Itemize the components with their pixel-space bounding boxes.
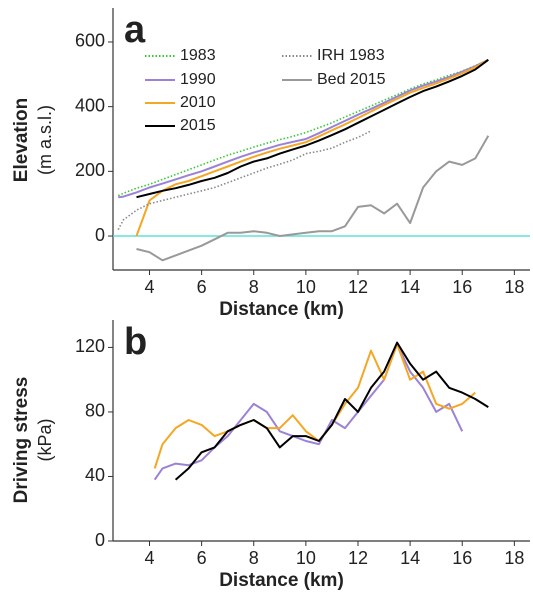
series-line bbox=[135, 58, 489, 237]
x-tick-label: 6 bbox=[197, 548, 207, 568]
series-line bbox=[153, 343, 464, 481]
series-line bbox=[118, 58, 489, 199]
x-tick-label: 4 bbox=[144, 548, 154, 568]
series-line bbox=[136, 135, 490, 262]
panel-label: a bbox=[124, 9, 146, 51]
y-axis-label: Elevation bbox=[11, 98, 32, 182]
y-tick-label: 80 bbox=[85, 401, 105, 421]
legend-label: 2015 bbox=[180, 117, 216, 134]
legend-label: Bed 2015 bbox=[317, 71, 386, 88]
x-tick-label: 12 bbox=[348, 277, 368, 297]
x-tick-label: 10 bbox=[296, 548, 316, 568]
y-tick-label: 0 bbox=[95, 530, 105, 550]
x-tick-label: 8 bbox=[249, 548, 259, 568]
series-line bbox=[136, 58, 489, 199]
series-line bbox=[174, 341, 489, 481]
x-tick-label: 18 bbox=[504, 277, 524, 297]
legend-label: 1990 bbox=[180, 71, 216, 88]
x-tick-label: 16 bbox=[452, 277, 472, 297]
legend-label: IRH 1983 bbox=[317, 47, 385, 64]
x-axis-label: Distance (km) bbox=[219, 299, 344, 320]
y-axis-unit: (m a.s.l.) bbox=[35, 105, 55, 175]
y-tick-label: 0 bbox=[95, 225, 105, 245]
x-tick-label: 8 bbox=[249, 277, 259, 297]
legend-label: 1983 bbox=[180, 47, 216, 64]
y-axis-label: Driving stress bbox=[11, 377, 32, 504]
series-line bbox=[153, 343, 476, 469]
x-tick-label: 14 bbox=[400, 277, 420, 297]
x-tick-label: 14 bbox=[400, 548, 420, 568]
legend-label: 2010 bbox=[180, 94, 216, 111]
y-tick-label: 200 bbox=[75, 160, 105, 180]
y-axis-unit: (kPa) bbox=[35, 418, 55, 461]
y-tick-label: 120 bbox=[75, 336, 105, 356]
x-tick-label: 12 bbox=[348, 548, 368, 568]
x-tick-label: 10 bbox=[296, 277, 316, 297]
y-tick-label: 40 bbox=[85, 465, 105, 485]
series-line bbox=[117, 130, 372, 230]
x-axis-label: Distance (km) bbox=[219, 570, 344, 591]
x-tick-label: 4 bbox=[144, 277, 154, 297]
x-tick-label: 16 bbox=[452, 548, 472, 568]
panel-label: b bbox=[124, 321, 147, 363]
x-tick-label: 6 bbox=[197, 277, 207, 297]
y-tick-label: 400 bbox=[75, 95, 105, 115]
x-tick-label: 18 bbox=[504, 548, 524, 568]
y-tick-label: 600 bbox=[75, 31, 105, 51]
